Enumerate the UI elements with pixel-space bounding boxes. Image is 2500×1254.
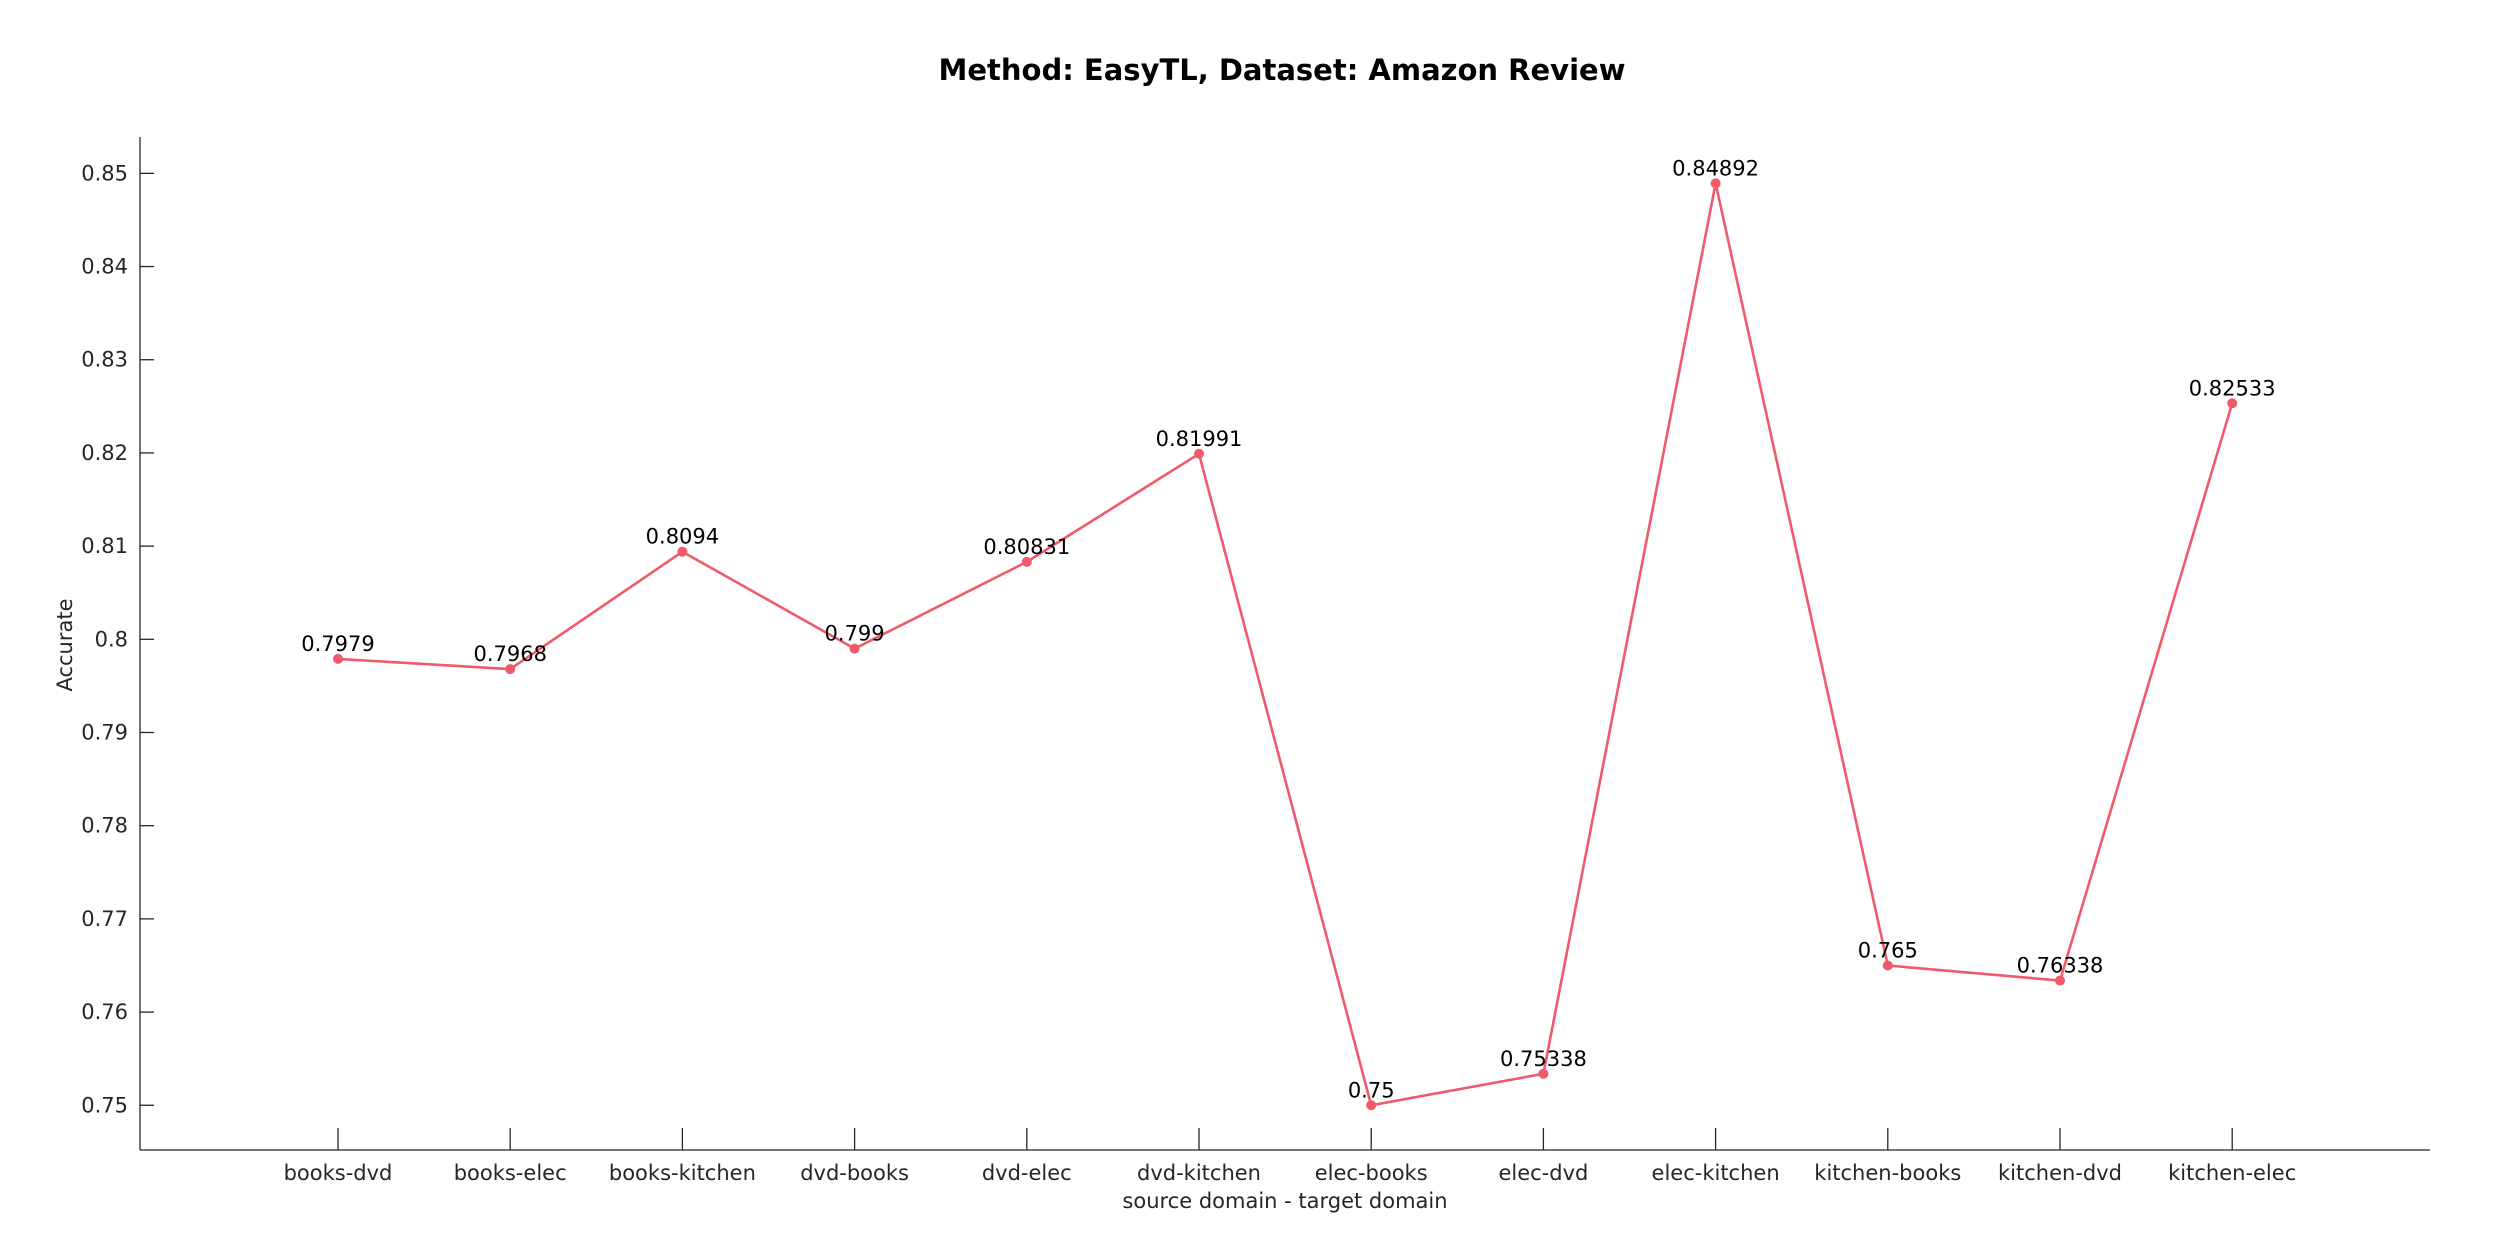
y-tick-label: 0.79 — [81, 720, 128, 744]
data-label: 0.75338 — [1500, 1047, 1587, 1071]
x-tick-label: books-kitchen — [609, 1161, 756, 1185]
x-tick-label: kitchen-dvd — [1998, 1161, 2122, 1185]
data-point — [1882, 960, 1893, 971]
y-axis-ticks: 0.75 0.76 0.77 0.78 0.79 0.8 0.81 0.82 0.83 0.84 0… — [81, 161, 154, 1117]
data-point — [1366, 1100, 1377, 1111]
x-tick-label: books-dvd — [284, 1161, 393, 1185]
x-tick-label: dvd-elec — [982, 1161, 1072, 1185]
x-tick-label: elec-books — [1315, 1161, 1428, 1185]
data-label: 0.82533 — [2189, 376, 2276, 400]
chart-title: Method: EasyTL, Dataset: Amazon Review — [939, 53, 1626, 87]
y-axis-label: Accurate — [53, 598, 77, 691]
data-label: 0.8094 — [646, 525, 719, 549]
data-label: 0.799 — [825, 622, 885, 646]
x-axis-label: source domain - target domain — [1122, 1189, 1447, 1213]
data-label: 0.765 — [1858, 938, 1918, 962]
y-tick-label: 0.84 — [81, 255, 128, 279]
x-axis-ticks: books-dvd books-elec books-kitchen dvd-book… — [284, 1128, 2296, 1185]
x-tick-label: dvd-kitchen — [1137, 1161, 1261, 1185]
data-label: 0.76338 — [2017, 954, 2104, 978]
data-point — [1021, 556, 1032, 567]
data-point — [333, 653, 343, 664]
x-tick-label: dvd-books — [800, 1161, 909, 1185]
data-label: 0.7979 — [301, 632, 374, 656]
data-point — [1194, 448, 1204, 459]
y-tick-label: 0.85 — [81, 161, 128, 185]
y-tick-label: 0.8 — [95, 627, 128, 651]
series-line — [337, 182, 2234, 1107]
data-point — [677, 546, 688, 557]
y-tick-label: 0.82 — [81, 441, 128, 465]
data-point — [2055, 975, 2065, 986]
data-label: 0.84892 — [1672, 156, 1759, 180]
y-tick-label: 0.81 — [81, 534, 128, 558]
y-tick-label: 0.78 — [81, 814, 128, 838]
data-label: 0.7968 — [473, 642, 546, 666]
x-tick-label: books-elec — [454, 1161, 567, 1185]
data-label: 0.75 — [1348, 1078, 1395, 1102]
data-point — [1710, 178, 1721, 189]
y-tick-label: 0.77 — [81, 907, 128, 931]
x-tick-label: elec-dvd — [1498, 1161, 1588, 1185]
x-tick-label: elec-kitchen — [1652, 1161, 1780, 1185]
data-label: 0.80831 — [983, 535, 1070, 559]
y-tick-label: 0.83 — [81, 348, 128, 372]
y-tick-label: 0.76 — [81, 1000, 128, 1024]
series-layer: 0.7979 0.7968 0.8094 0.799 0.80831 0.81991 0.7… — [301, 156, 2276, 1111]
data-point — [505, 664, 516, 675]
x-tick-label: kitchen-elec — [2168, 1161, 2296, 1185]
data-point — [849, 643, 860, 654]
data-point — [1538, 1068, 1549, 1079]
x-tick-label: kitchen-books — [1814, 1161, 1961, 1185]
data-label: 0.81991 — [1156, 427, 1243, 451]
data-point — [2227, 398, 2238, 409]
y-tick-label: 0.75 — [81, 1093, 128, 1117]
